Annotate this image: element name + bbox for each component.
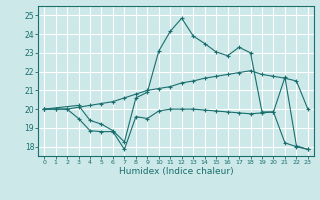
X-axis label: Humidex (Indice chaleur): Humidex (Indice chaleur) (119, 167, 233, 176)
